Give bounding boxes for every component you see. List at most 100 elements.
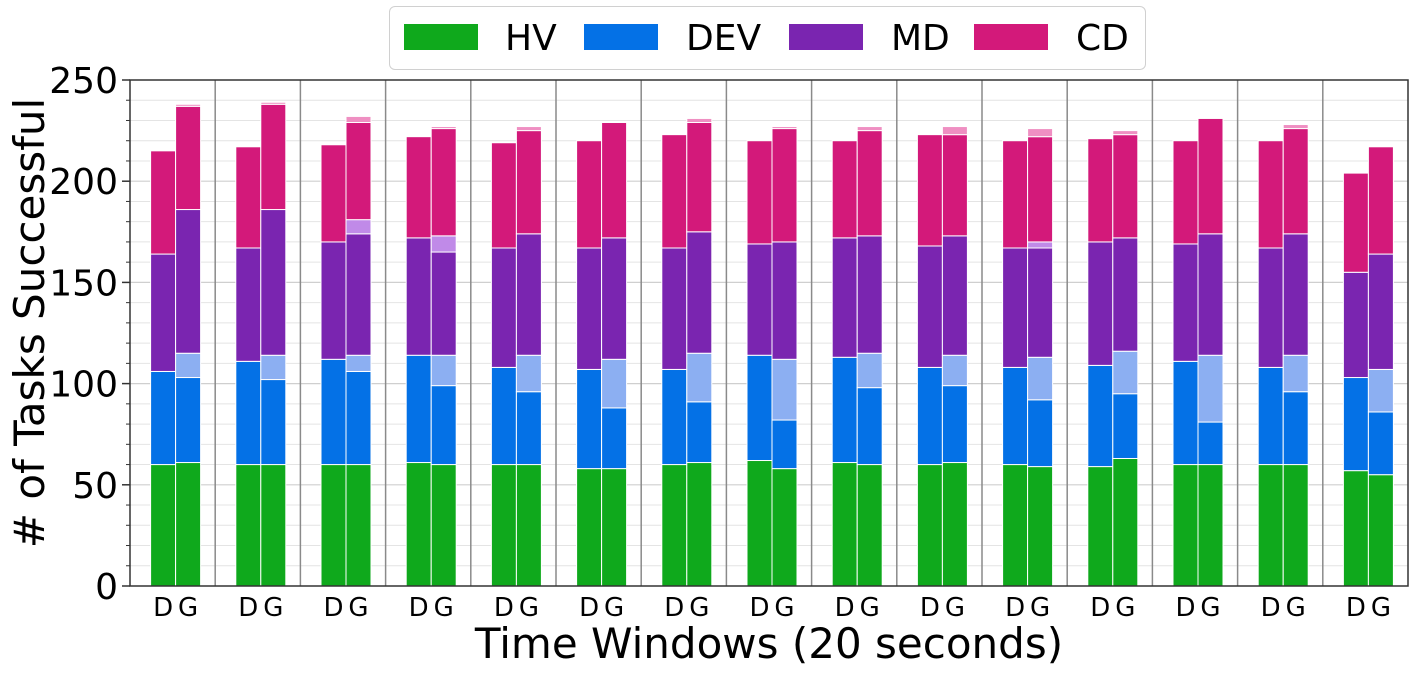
y-tick-label: 50 xyxy=(72,466,118,507)
bar-hv-g xyxy=(515,464,542,587)
bar-cd-g xyxy=(1027,136,1054,243)
bar-extra-dev-g xyxy=(1197,354,1224,423)
bar-label-g: G xyxy=(1371,593,1391,623)
bar-hv-g xyxy=(1367,474,1394,587)
bar-cd-g xyxy=(856,130,883,237)
bar-md-g xyxy=(856,235,883,354)
bar-label-d: D xyxy=(664,593,684,623)
bar-label-g: G xyxy=(434,593,454,623)
bar-extra-dev-g xyxy=(260,354,287,381)
bar-label-g: G xyxy=(945,593,965,623)
legend-swatch-hv xyxy=(404,24,478,50)
bar-dev-g xyxy=(1027,399,1054,468)
bar-label-g: G xyxy=(774,593,794,623)
bar-extra-md-g xyxy=(430,235,457,253)
bar-hv-g xyxy=(1027,466,1054,587)
bar-cd-g xyxy=(345,122,372,221)
bar-label-d: D xyxy=(835,593,855,623)
bar-label-d: D xyxy=(323,593,343,623)
bar-dev-d xyxy=(1002,366,1029,466)
bar-md-g xyxy=(1197,233,1224,356)
y-tick-label: 200 xyxy=(49,162,118,203)
bar-dev-g xyxy=(345,370,372,466)
bar-extra-dev-g xyxy=(1282,354,1309,393)
bar-cd-d xyxy=(1087,138,1114,243)
bar-extra-cd-g xyxy=(1282,124,1309,130)
legend-label-hv: HV xyxy=(505,18,557,59)
bar-md-g xyxy=(941,235,968,356)
bar-label-g: G xyxy=(519,593,539,623)
bar-extra-cd-g xyxy=(686,117,713,124)
legend-label-md: MD xyxy=(891,18,950,59)
bar-hv-g xyxy=(1197,464,1224,587)
bar-dev-g xyxy=(941,385,968,464)
bar-extra-cd-g xyxy=(941,126,968,136)
bar-dev-g xyxy=(601,407,628,470)
bar-dev-d xyxy=(746,354,773,462)
bar-md-g xyxy=(345,233,372,356)
bar-extra-dev-g xyxy=(941,354,968,387)
x-axis-label: Time Windows (20 seconds) xyxy=(474,619,1063,668)
bar-dev-d xyxy=(490,366,517,466)
bar-label-g: G xyxy=(1030,593,1050,623)
bar-extra-dev-g xyxy=(856,352,883,389)
bar-label-d: D xyxy=(153,593,173,623)
bar-md-d xyxy=(490,247,517,368)
bar-hv-d xyxy=(320,464,347,587)
bar-label-g: G xyxy=(1115,593,1135,623)
bar-dev-g xyxy=(1282,391,1309,466)
bar-md-g xyxy=(1027,247,1054,358)
bar-extra-cd-g xyxy=(515,126,542,132)
bar-md-g xyxy=(430,251,457,356)
bar-hv-d xyxy=(235,464,262,587)
bar-label-g: G xyxy=(263,593,283,623)
bar-md-g xyxy=(1367,253,1394,370)
bar-label-g: G xyxy=(178,593,198,623)
bar-dev-g xyxy=(175,377,202,464)
bar-md-d xyxy=(661,247,688,370)
bar-extra-dev-g xyxy=(515,354,542,393)
bar-cd-g xyxy=(1282,128,1309,235)
bar-hv-d xyxy=(576,468,603,587)
bar-hv-g xyxy=(686,462,713,587)
bar-extra-dev-g xyxy=(771,358,798,421)
bar-extra-md-g xyxy=(345,219,372,235)
bar-md-d xyxy=(1087,241,1114,366)
bar-cd-d xyxy=(320,144,347,243)
bar-hv-g xyxy=(175,462,202,587)
bar-cd-g xyxy=(771,128,798,243)
bar-md-d xyxy=(1002,247,1029,368)
bar-hv-d xyxy=(916,464,943,587)
bar-hv-d xyxy=(831,462,858,587)
bar-dev-d xyxy=(320,358,347,466)
bar-md-g xyxy=(686,231,713,354)
bar-hv-g xyxy=(430,464,457,587)
bar-cd-g xyxy=(1112,134,1139,239)
bar-cd-g xyxy=(430,128,457,237)
bar-md-g xyxy=(601,237,628,360)
bar-label-d: D xyxy=(579,593,599,623)
bar-md-g xyxy=(175,209,202,354)
legend-swatch-md xyxy=(789,24,863,50)
bar-dev-d xyxy=(150,370,177,466)
bar-hv-g xyxy=(941,462,968,587)
bar-hv-g xyxy=(601,468,628,587)
bar-extra-md-g xyxy=(1027,241,1054,249)
bar-hv-g xyxy=(1112,457,1139,587)
bar-label-d: D xyxy=(494,593,514,623)
bar-md-d xyxy=(1172,243,1199,362)
bar-dev-d xyxy=(1342,377,1369,472)
bar-md-d xyxy=(746,243,773,356)
bar-label-g: G xyxy=(860,593,880,623)
bar-cd-g xyxy=(175,105,202,211)
bar-hv-g xyxy=(856,464,883,587)
bar-extra-cd-g xyxy=(856,126,883,132)
bar-dev-d xyxy=(916,366,943,466)
bar-cd-d xyxy=(490,142,517,249)
bar-dev-d xyxy=(1257,366,1284,466)
bar-cd-d xyxy=(235,146,262,249)
bar-dev-d xyxy=(831,356,858,464)
bar-md-d xyxy=(576,247,603,370)
bar-md-d xyxy=(831,237,858,358)
